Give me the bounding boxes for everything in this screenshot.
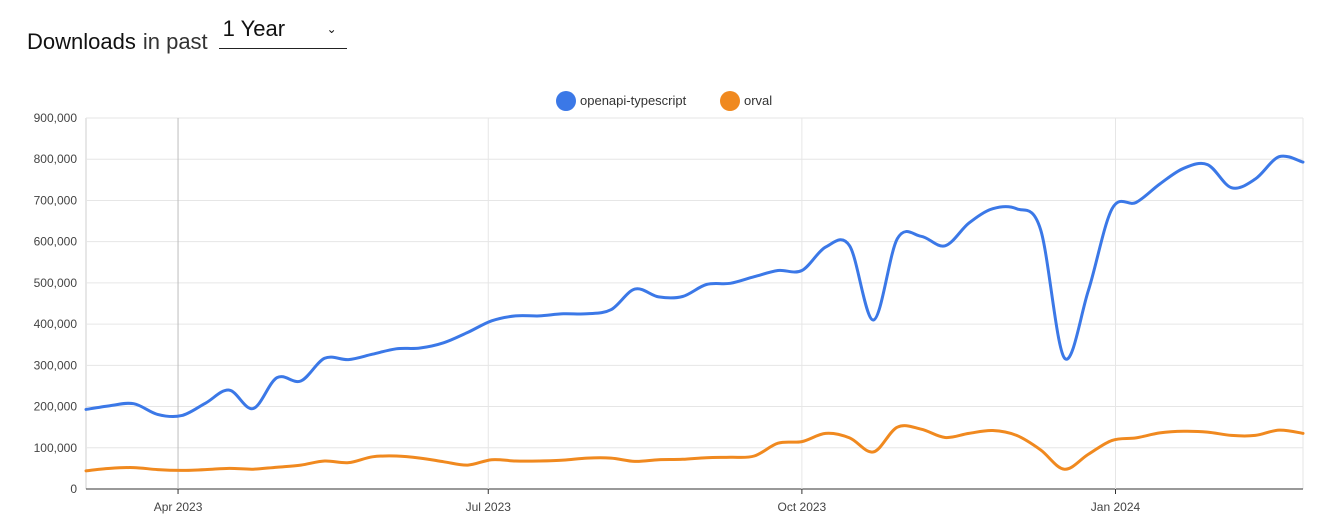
y-tick-label: 300,000 xyxy=(34,358,78,372)
period-selected-value: 1 Year xyxy=(222,16,286,41)
legend-label: openapi-typescript xyxy=(580,93,687,108)
y-tick-label: 600,000 xyxy=(34,235,78,249)
y-tick-label: 800,000 xyxy=(34,152,78,166)
y-tick-label: 0 xyxy=(70,482,77,496)
legend-marker-openapi-typescript xyxy=(556,91,576,111)
period-select[interactable]: 1 Year ⌄ xyxy=(218,16,347,49)
legend-label: orval xyxy=(744,93,772,108)
x-tick-label: Oct 2023 xyxy=(778,500,827,514)
y-tick-label: 200,000 xyxy=(34,400,78,414)
header-title: Downloads xyxy=(27,29,136,54)
header-subtitle: in past xyxy=(142,29,208,54)
x-tick-label: Apr 2023 xyxy=(154,500,203,514)
y-tick-label: 400,000 xyxy=(34,317,78,331)
y-tick-label: 700,000 xyxy=(34,193,78,207)
y-tick-label: 100,000 xyxy=(34,441,78,455)
y-tick-label: 900,000 xyxy=(34,111,78,125)
series-line-openapi-typescript xyxy=(84,154,1305,419)
y-tick-label: 500,000 xyxy=(34,276,78,290)
x-tick-label: Jan 2024 xyxy=(1091,500,1141,514)
x-tick-label: Jul 2023 xyxy=(466,500,512,514)
downloads-header: Downloads in past 1 Year ⌄ xyxy=(27,16,347,54)
chevron-down-icon: ⌄ xyxy=(326,22,337,36)
legend-marker-orval xyxy=(720,91,740,111)
series-line-orval xyxy=(84,424,1305,473)
